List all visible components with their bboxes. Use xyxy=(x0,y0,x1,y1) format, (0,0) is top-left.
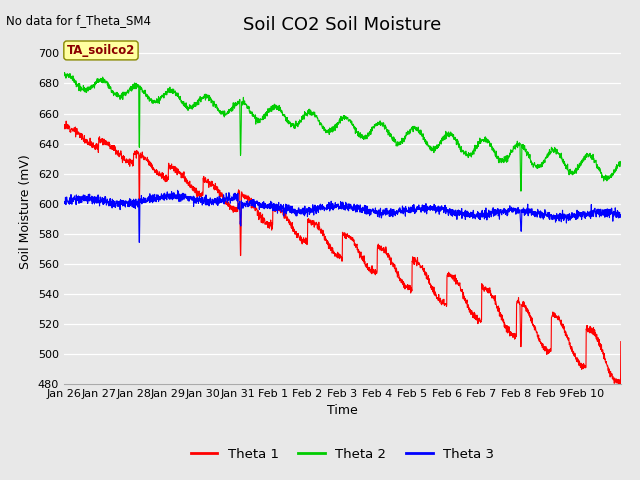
Title: Soil CO2 Soil Moisture: Soil CO2 Soil Moisture xyxy=(243,16,442,34)
Legend: Theta 1, Theta 2, Theta 3: Theta 1, Theta 2, Theta 3 xyxy=(186,443,499,466)
X-axis label: Time: Time xyxy=(327,405,358,418)
Y-axis label: Soil Moisture (mV): Soil Moisture (mV) xyxy=(19,154,33,269)
Text: No data for f_Theta_SM4: No data for f_Theta_SM4 xyxy=(6,14,152,27)
Text: TA_soilco2: TA_soilco2 xyxy=(67,44,135,57)
